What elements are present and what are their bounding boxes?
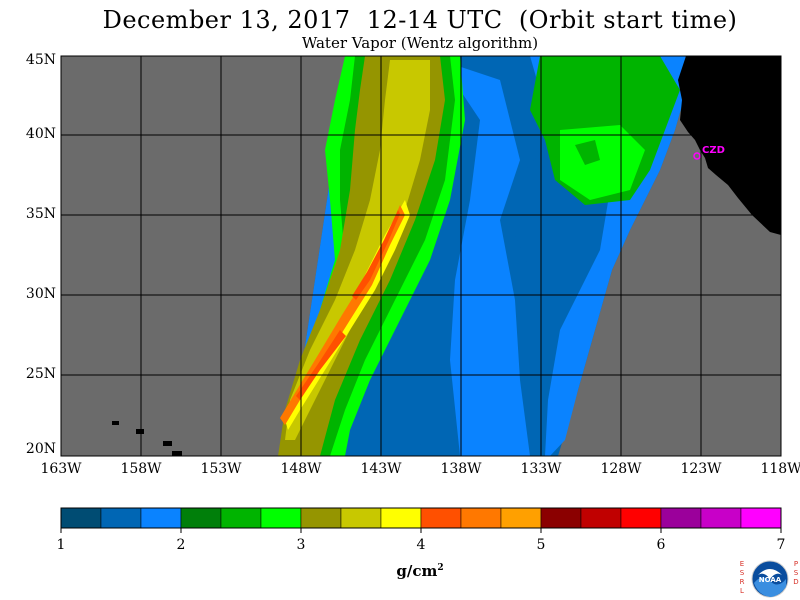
- lat-tick-label: 30N: [25, 286, 56, 302]
- colorbar-tick-label: 2: [176, 537, 186, 553]
- noaa-logo-icon: NOAA: [751, 560, 789, 598]
- colorbar-tick-label: 6: [656, 537, 666, 553]
- page-subtitle: Water Vapor (Wentz algorithm): [301, 34, 539, 52]
- lon-tick-label: 133W: [520, 461, 562, 477]
- lon-tick-label: 153W: [200, 461, 242, 477]
- river-red-core-south: [296, 330, 346, 400]
- lat-tick-label: 40N: [25, 126, 56, 142]
- colorbar-swatch: [380, 507, 422, 529]
- colorbar: [60, 507, 782, 533]
- colorbar-unit-exponent: 2: [437, 563, 444, 573]
- colorbar-swatch: [140, 507, 182, 529]
- logo-left-letters: E S R L: [739, 560, 745, 595]
- island-oahu: [136, 429, 144, 434]
- island-hawaii: [172, 451, 182, 456]
- colorbar-swatch: [180, 507, 222, 529]
- colorbar-tick-label: 7: [776, 537, 786, 553]
- colorbar-swatch: [660, 507, 702, 529]
- lat-lon-grid: [61, 56, 781, 456]
- river-khaki: [285, 60, 430, 440]
- lon-tick-label: 123W: [680, 461, 722, 477]
- colorbar-swatch: [60, 507, 102, 529]
- lon-tick-label: 148W: [280, 461, 322, 477]
- colorbar-swatch: [500, 507, 542, 529]
- island-kauai: [112, 421, 119, 425]
- colorbar-swatch: [740, 507, 782, 529]
- page-title: December 13, 2017 12-14 UTC (Orbit start…: [102, 6, 738, 34]
- station-label-czd: CZD: [702, 145, 725, 156]
- green-blob-ne-core: [575, 140, 600, 165]
- colorbar-swatch: [540, 507, 582, 529]
- river-red-core: [352, 210, 400, 300]
- lon-tick-label: 138W: [440, 461, 482, 477]
- swath-light-blue-central: [440, 60, 530, 456]
- noaa-esrl-psd-logo: E S R L NOAA P S D: [738, 558, 800, 600]
- colorbar-tick-label: 4: [416, 537, 426, 553]
- colorbar-swatch: [300, 507, 342, 529]
- lat-tick-label: 25N: [25, 366, 56, 382]
- lat-tick-label: 20N: [25, 441, 56, 457]
- land-california: [678, 56, 781, 235]
- river-orange-core: [280, 205, 405, 425]
- colorbar-swatch: [580, 507, 622, 529]
- colorbar-swatch: [420, 507, 462, 529]
- lon-tick-label: 158W: [120, 461, 162, 477]
- map-border: [60, 55, 782, 457]
- colorbar-tick-label: 5: [536, 537, 546, 553]
- lon-tick-label: 143W: [360, 461, 402, 477]
- colorbar-swatch: [260, 507, 302, 529]
- lon-tick-label: 118W: [760, 461, 800, 477]
- colorbar-swatch: [220, 507, 262, 529]
- noaa-logo-text: NOAA: [759, 576, 782, 584]
- colorbar-unit-text: g/cm: [396, 562, 438, 580]
- colorbar-swatch: [620, 507, 662, 529]
- colorbar-unit: g/cm2: [380, 562, 460, 580]
- lon-tick-label: 163W: [40, 461, 82, 477]
- colorbar-swatch: [460, 507, 502, 529]
- logo-right-letters: P S D: [793, 560, 799, 586]
- colorbar-tick-label: 3: [296, 537, 306, 553]
- lat-tick-label: 45N: [25, 52, 56, 68]
- colorbar-swatch: [700, 507, 742, 529]
- colorbar-swatch: [100, 507, 142, 529]
- colorbar-tick-label: 1: [56, 537, 66, 553]
- colorbar-swatch: [340, 507, 382, 529]
- lon-tick-label: 128W: [600, 461, 642, 477]
- island-maui: [163, 441, 172, 446]
- lat-tick-label: 35N: [25, 206, 56, 222]
- station-marker: [693, 152, 701, 160]
